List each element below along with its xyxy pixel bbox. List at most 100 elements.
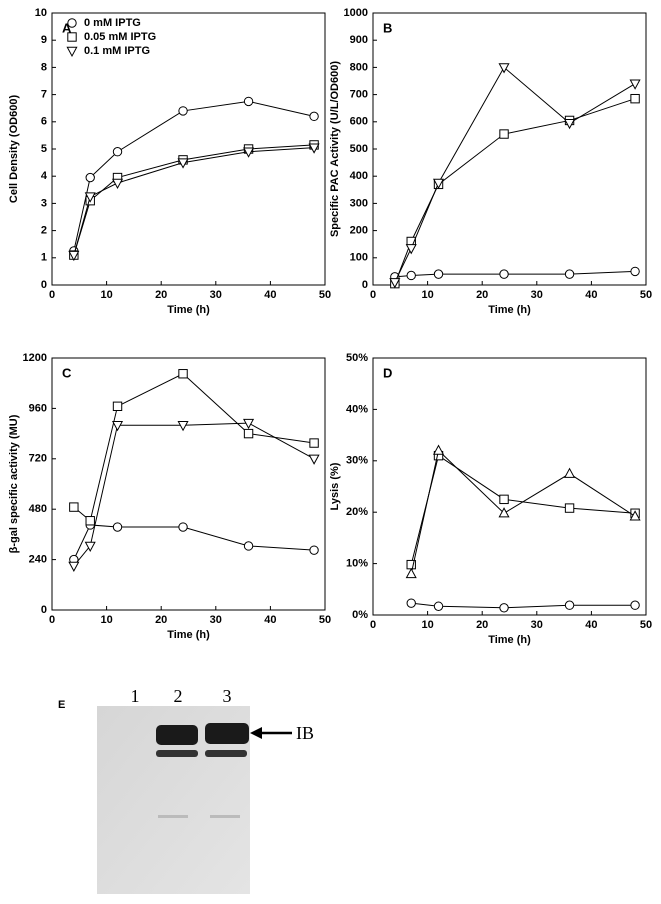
x-tick-label: 20 xyxy=(155,614,167,626)
marker xyxy=(498,507,510,518)
y-tick-label: 600 xyxy=(350,116,368,128)
panel-label: E xyxy=(58,699,65,711)
marker xyxy=(111,178,124,190)
marker xyxy=(112,401,123,412)
y-tick-label: 0 xyxy=(41,279,47,291)
series-line xyxy=(394,66,636,283)
x-tick-label: 30 xyxy=(210,289,222,301)
marker xyxy=(178,522,188,532)
marker xyxy=(433,601,444,611)
marker xyxy=(564,269,575,279)
marker xyxy=(630,600,640,610)
x-tick-label: 40 xyxy=(264,614,276,626)
y-axis-label: β-gal specific activity (MU) xyxy=(8,414,20,553)
panel-label: A xyxy=(62,20,72,35)
marker xyxy=(112,147,123,157)
marker xyxy=(498,63,510,74)
x-axis-label: Time (h) xyxy=(167,629,210,641)
lane-label: 3 xyxy=(223,686,232,706)
y-tick-label: 500 xyxy=(350,143,368,155)
y-tick-label: 400 xyxy=(350,170,368,182)
marker xyxy=(308,143,320,154)
y-tick-label: 100 xyxy=(350,252,368,264)
y-tick-label: 8 xyxy=(41,61,47,73)
marker xyxy=(85,172,95,183)
band-label: IB xyxy=(296,723,314,743)
x-tick-label: 0 xyxy=(49,289,55,301)
y-tick-label: 30% xyxy=(346,455,368,467)
series-line xyxy=(73,100,315,252)
x-tick-label: 20 xyxy=(476,289,488,301)
x-tick-label: 30 xyxy=(531,619,543,631)
panel-label: B xyxy=(383,20,392,35)
series-line xyxy=(410,449,636,574)
series-line xyxy=(73,373,315,522)
marker xyxy=(564,118,576,130)
x-tick-label: 0 xyxy=(370,619,376,631)
chart: 0 10 20 30 40 50 0% 10% 20% 30% 40% 50% Time (h) Lysi… xyxy=(329,352,652,646)
gel-band xyxy=(205,723,249,744)
marker xyxy=(111,421,124,432)
x-tick-label: 10 xyxy=(421,619,433,631)
x-tick-label: 0 xyxy=(49,614,55,626)
chart: 0 10 20 30 40 5001002003004005006007008009001… xyxy=(329,7,652,316)
y-tick-label: 300 xyxy=(350,197,368,209)
marker xyxy=(564,467,576,478)
marker xyxy=(84,541,96,553)
gel-band xyxy=(158,815,188,818)
gel-band xyxy=(205,750,247,757)
marker xyxy=(178,106,188,116)
x-tick-label: 40 xyxy=(585,289,597,301)
marker xyxy=(243,428,254,439)
legend-label: 0 mM IPTG xyxy=(84,17,141,29)
y-tick-label: 0% xyxy=(352,609,368,621)
x-tick-label: 50 xyxy=(319,289,331,301)
marker xyxy=(85,516,95,526)
series-line xyxy=(410,454,636,565)
y-axis-label: Specific PAC Activity (U/L/OD600) xyxy=(329,61,341,237)
x-tick-label: 20 xyxy=(155,289,167,301)
y-tick-label: 10 xyxy=(35,7,47,19)
chart: 0 10 20 30 40 50 0 240 480 720 960 1200 Time (h) β-ga… xyxy=(8,352,331,641)
marker xyxy=(243,96,254,107)
marker xyxy=(629,510,641,521)
marker xyxy=(499,129,509,139)
y-tick-label: 1200 xyxy=(23,352,47,364)
y-tick-label: 4 xyxy=(41,170,48,182)
y-tick-label: 20% xyxy=(346,506,368,518)
x-tick-label: 30 xyxy=(210,614,222,626)
marker xyxy=(84,192,96,203)
lane-label: 1 xyxy=(131,686,140,706)
y-tick-label: 10% xyxy=(346,558,368,570)
y-tick-label: 7 xyxy=(41,89,47,101)
marker xyxy=(308,454,320,465)
gel-panel: E 1 2 3 IB xyxy=(58,686,314,894)
y-tick-label: 720 xyxy=(29,453,47,465)
marker xyxy=(68,561,80,572)
x-tick-label: 50 xyxy=(640,289,652,301)
marker xyxy=(406,598,416,608)
x-tick-label: 40 xyxy=(585,619,597,631)
marker xyxy=(309,545,319,555)
marker xyxy=(499,269,509,279)
x-tick-label: 10 xyxy=(421,289,433,301)
y-tick-label: 200 xyxy=(350,225,368,237)
x-tick-label: 50 xyxy=(319,614,331,626)
marker xyxy=(309,111,319,122)
y-tick-label: 700 xyxy=(350,89,368,101)
marker xyxy=(112,522,123,532)
marker xyxy=(243,418,255,430)
plot-frame xyxy=(372,357,647,616)
y-tick-label: 2 xyxy=(41,225,47,237)
x-tick-label: 50 xyxy=(640,619,652,631)
marker xyxy=(629,79,641,90)
marker xyxy=(178,369,188,379)
chart: 0 10 20 30 40 50 0 1 2 3 4 5 6 7 8 9 10 Time (h) Cell Dens… xyxy=(8,7,331,316)
x-tick-label: 10 xyxy=(100,614,112,626)
panel-label: D xyxy=(383,365,392,380)
y-tick-label: 800 xyxy=(350,61,368,73)
y-tick-label: 960 xyxy=(29,402,47,414)
y-tick-label: 0 xyxy=(41,604,47,616)
series-line xyxy=(394,270,636,278)
